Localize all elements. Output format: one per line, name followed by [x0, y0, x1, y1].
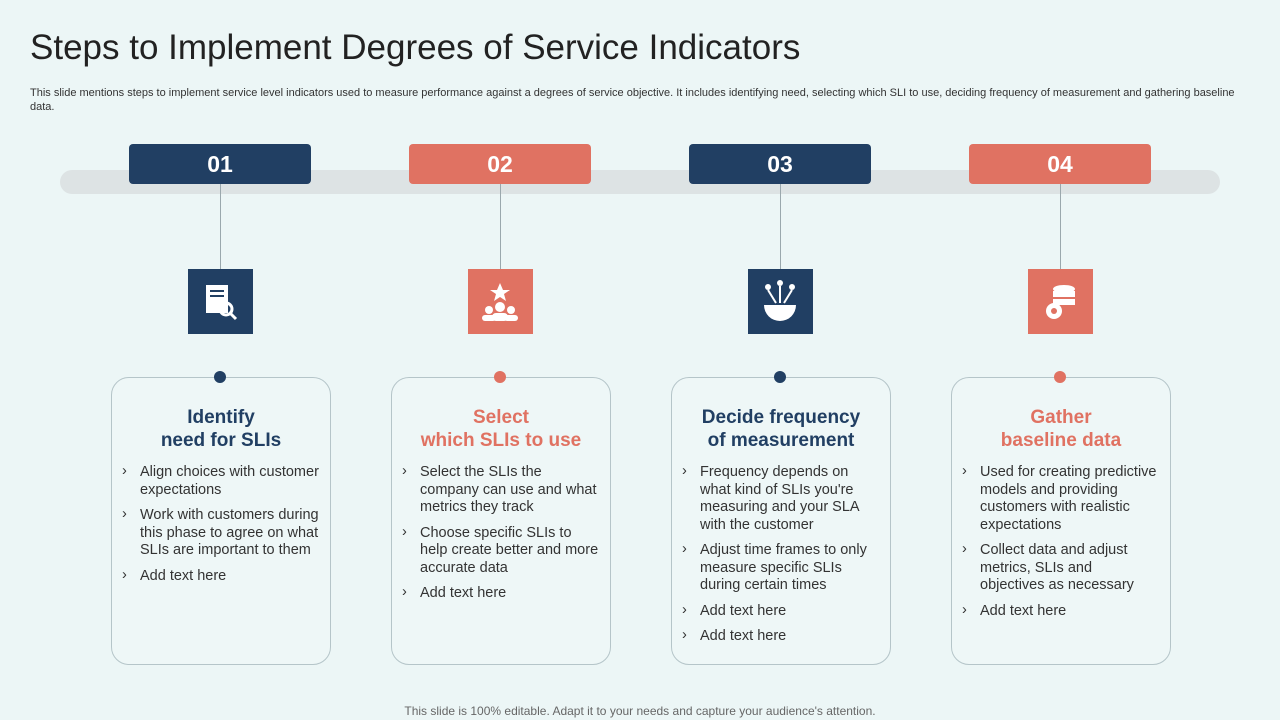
footer: This slide is 100% editable. Adapt it to…	[404, 704, 876, 718]
bullet: Collect data and adjust metrics, SLIs an…	[962, 541, 1160, 595]
step-dot	[494, 371, 506, 383]
step-dot	[774, 371, 786, 383]
icon-graphic	[1046, 285, 1075, 319]
title-line: need for SLIs	[160, 430, 282, 451]
title-line: Decide frequency	[701, 407, 861, 428]
title: Steps to Implement Degrees of Service In…	[30, 28, 801, 67]
bullet: Align choices with customer expectations	[122, 463, 320, 499]
title-line: which SLIs to use	[420, 430, 582, 451]
bullet: Add text here	[682, 627, 880, 646]
step-number: 01	[129, 144, 311, 184]
step-title: Decide frequency of measurement	[672, 406, 890, 452]
bullet-list: Select the SLIs the company can use and …	[402, 463, 600, 611]
bullet: Used for creating predictive models and …	[962, 463, 1160, 534]
icon-graphic	[206, 285, 238, 321]
bullet: Add text here	[122, 567, 320, 586]
title-line: Gather	[1030, 407, 1092, 428]
connector	[219, 184, 221, 269]
bullet-list: Frequency depends on what kind of SLIs y…	[682, 463, 880, 654]
step-title: Select which SLIs to use	[392, 406, 610, 452]
subtitle: This slide mentions steps to implement s…	[30, 87, 1235, 113]
step-number: 03	[689, 144, 871, 184]
bullet-list: Used for creating predictive models and …	[962, 463, 1160, 628]
bullet: Add text here	[402, 584, 600, 603]
step-icon	[468, 269, 533, 334]
title-line: Select	[473, 407, 529, 428]
step-icon	[188, 269, 253, 334]
bullet-list: Align choices with customer expectations…	[122, 463, 320, 593]
step-number: 02	[409, 144, 591, 184]
icon-graphic	[482, 283, 518, 321]
step-icon	[1028, 269, 1093, 334]
bullet: Choose specific SLIs to help create bett…	[402, 524, 600, 578]
step-icon	[748, 269, 813, 334]
bullet: Add text here	[962, 602, 1160, 621]
icon-graphic	[764, 280, 796, 321]
step-title: Gather baseline data	[952, 406, 1170, 452]
bullet: Adjust time frames to only measure speci…	[682, 541, 880, 595]
step-dot	[1054, 371, 1066, 383]
title-line: of measurement	[707, 430, 855, 451]
connector	[1059, 184, 1061, 269]
title-line: Identify	[187, 407, 255, 428]
connector	[779, 184, 781, 269]
step-dot	[214, 371, 226, 383]
connector	[499, 184, 501, 269]
bullet: Work with customers during this phase to…	[122, 506, 320, 560]
bullet: Frequency depends on what kind of SLIs y…	[682, 463, 880, 534]
bullet: Add text here	[682, 602, 880, 621]
title-line: baseline data	[1000, 430, 1122, 451]
step-number: 04	[969, 144, 1151, 184]
step-title: Identify need for SLIs	[112, 406, 330, 452]
bullet: Select the SLIs the company can use and …	[402, 463, 600, 517]
